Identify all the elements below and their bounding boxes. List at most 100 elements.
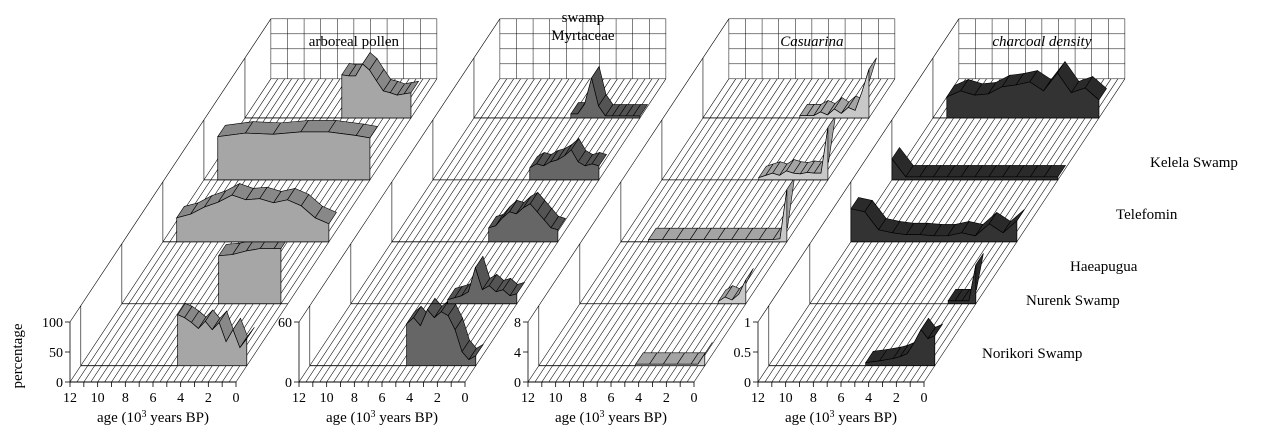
side-wall-top-edge xyxy=(757,18,960,323)
panel-subtitle: Myrtaceae xyxy=(551,28,615,44)
ribbon-front-face xyxy=(488,203,559,243)
y-tick-label: 0 xyxy=(56,376,63,391)
side-wall-top-edge xyxy=(69,18,272,323)
x-tick-label: 2 xyxy=(434,391,441,406)
series-ribbon-norikori-swamp xyxy=(768,305,944,367)
y-tick-label: 8 xyxy=(514,316,521,331)
floor-gridline xyxy=(923,78,1126,383)
ribbon-front-face xyxy=(946,72,1100,119)
x-tick-label: 10 xyxy=(91,391,105,406)
y-axis: 0 60 xyxy=(278,316,299,391)
y-tick-label: 60 xyxy=(278,316,292,331)
panel-title: arboreal pollen xyxy=(309,34,400,50)
x-tick-label: 0 xyxy=(691,391,698,406)
x-axis-label: age (103 years BP) xyxy=(326,409,438,427)
ribbon-front-face xyxy=(176,194,330,243)
ribbon-front-face xyxy=(865,329,936,367)
floor-gridline xyxy=(298,78,501,383)
y-axis: 0 4 8 xyxy=(514,316,528,391)
ribbon-front-face xyxy=(891,157,1059,181)
series-ribbon-norikori-swamp xyxy=(538,305,713,367)
site-label: Telefomin xyxy=(1116,207,1178,223)
panel-title: charcoal density xyxy=(992,34,1091,50)
ribbon-front-face xyxy=(947,264,977,305)
ribbon-front-face xyxy=(758,127,829,181)
x-tick-label: 10 xyxy=(320,391,334,406)
x-axis: 12 10 8 6 4 2 0 age (103 years BP) xyxy=(63,381,240,427)
y-axis-label: percentage xyxy=(10,323,26,388)
ribbon-front-face xyxy=(447,266,518,305)
ribbon-front-face xyxy=(217,131,371,181)
floor-gridline xyxy=(354,78,556,383)
x-tick-label: 6 xyxy=(838,391,845,406)
y-tick-label: 0 xyxy=(514,376,521,391)
x-tick-label: 0 xyxy=(921,391,928,406)
y-tick-label: 0 xyxy=(744,376,751,391)
series-ribbon-nurenk-swamp xyxy=(350,243,526,305)
floor-gridline xyxy=(686,78,889,383)
series-ribbon-norikori-swamp xyxy=(309,297,484,367)
x-tick-label: 10 xyxy=(779,391,793,406)
x-tick-label: 2 xyxy=(663,391,670,406)
floor-gridline xyxy=(367,78,570,383)
x-tick-label: 10 xyxy=(549,391,563,406)
y-tick-label: 100 xyxy=(42,316,63,331)
floor-gridline xyxy=(340,78,542,383)
x-tick-label: 4 xyxy=(177,391,184,406)
x-tick-label: 8 xyxy=(351,391,358,406)
panel-title: Casuarina xyxy=(780,34,843,50)
series-ribbon-haeapugua xyxy=(162,181,337,243)
x-axis-label: age (103 years BP) xyxy=(97,409,209,427)
x-tick-label: 12 xyxy=(63,391,77,406)
floor-gridline xyxy=(464,78,667,383)
series-ribbon-norikori-swamp xyxy=(80,302,255,367)
y-tick-label: 50 xyxy=(49,346,63,361)
back-wall xyxy=(958,18,1126,80)
x-tick-label: 6 xyxy=(150,391,157,406)
floor-gridline xyxy=(305,78,508,383)
floor-gridline xyxy=(319,78,521,383)
ribbon-front-face xyxy=(406,309,477,367)
series-ribbon-telefomin xyxy=(891,119,1067,181)
y-tick-label: 1 xyxy=(744,316,751,331)
floor-gridline xyxy=(916,78,1119,383)
series-ribbon-haeapugua xyxy=(391,181,566,243)
x-tick-label: 8 xyxy=(580,391,587,406)
series-ribbon-kelela-swamp xyxy=(244,52,420,119)
x-axis: 12 10 8 6 4 2 0 age (103 years BP) xyxy=(292,381,469,427)
y-tick-label: 4 xyxy=(514,346,521,361)
floor-gridline xyxy=(333,78,535,383)
series-ribbon-telefomin xyxy=(432,119,607,181)
ribbon-front-face xyxy=(218,248,282,305)
series-ribbon-nurenk-swamp xyxy=(121,236,290,305)
x-tick-label: 8 xyxy=(122,391,129,406)
x-tick-label: 12 xyxy=(292,391,306,406)
series-ribbon-haeapugua xyxy=(620,177,795,243)
ribbon-front-face xyxy=(648,189,788,243)
panel-2: 12 10 8 6 4 2 0 age (103 years BP) 0 60 swamp Myrta… xyxy=(278,10,667,427)
ribbon-front-face xyxy=(799,69,870,119)
y-tick-label: 0 xyxy=(285,376,292,391)
floor-gridline xyxy=(534,78,737,383)
panel-title: swamp xyxy=(562,10,605,26)
y-tick-label: 0.5 xyxy=(734,346,752,361)
floor-gridline xyxy=(312,78,514,383)
x-tick-label: 0 xyxy=(233,391,240,406)
x-tick-label: 6 xyxy=(608,391,615,406)
floor-gridline xyxy=(235,78,438,383)
floor-gridline xyxy=(548,78,750,383)
ribbon-front-face xyxy=(177,314,248,367)
side-wall-top-edge xyxy=(298,18,501,323)
back-wall xyxy=(728,18,896,80)
floor-gridline xyxy=(361,78,563,383)
ribbon-front-face xyxy=(529,149,600,181)
floor-gridline xyxy=(693,78,896,383)
x-tick-label: 2 xyxy=(205,391,212,406)
x-tick-label: 8 xyxy=(810,391,817,406)
x-axis: 12 10 8 6 4 2 0 age (103 years BP) xyxy=(521,381,698,426)
x-tick-label: 2 xyxy=(893,391,900,406)
x-tick-label: 0 xyxy=(462,391,469,406)
series-ribbon-telefomin xyxy=(661,115,836,181)
